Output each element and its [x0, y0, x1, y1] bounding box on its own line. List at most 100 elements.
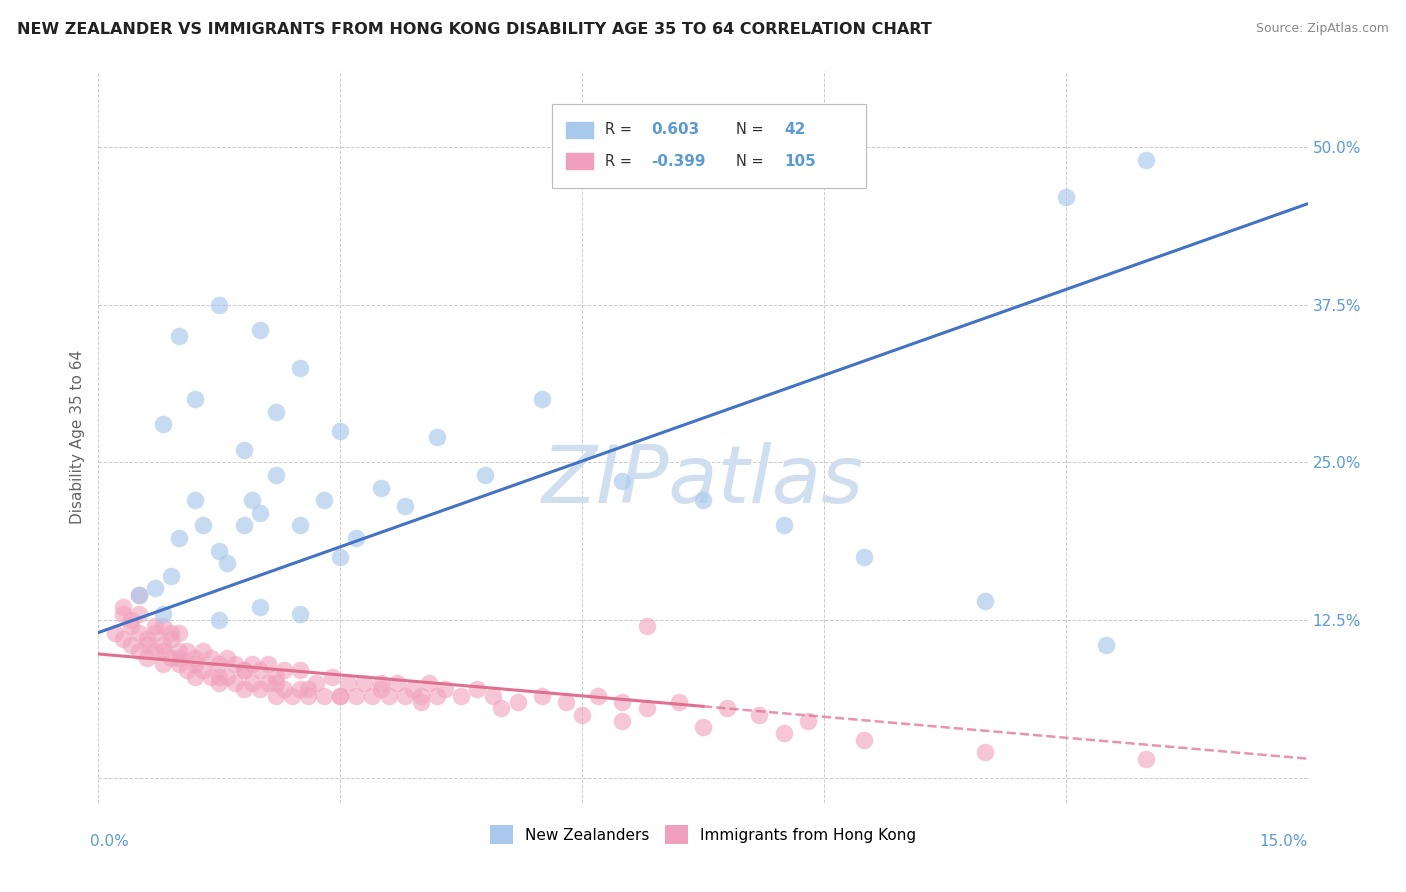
Text: 105: 105 — [785, 153, 815, 169]
FancyBboxPatch shape — [551, 104, 866, 188]
Point — [273, 664, 295, 678]
Point — [1054, 190, 1077, 204]
Point — [297, 689, 319, 703]
Point — [853, 549, 876, 564]
Bar — [567, 122, 593, 138]
Point — [297, 682, 319, 697]
Point — [193, 644, 215, 658]
Point — [184, 670, 207, 684]
Point — [167, 625, 190, 640]
Point — [240, 676, 263, 690]
Point — [377, 689, 399, 703]
Point — [152, 657, 174, 671]
Point — [143, 644, 166, 658]
Point — [217, 650, 239, 665]
Point — [167, 650, 190, 665]
Point — [128, 588, 150, 602]
Point — [612, 474, 634, 488]
Point — [176, 664, 198, 678]
Point — [344, 531, 367, 545]
Text: 0.0%: 0.0% — [90, 834, 129, 849]
Point — [506, 695, 529, 709]
Point — [224, 676, 246, 690]
Point — [434, 682, 457, 697]
Point — [281, 689, 304, 703]
Point — [853, 732, 876, 747]
Point — [256, 657, 278, 671]
Point — [232, 518, 254, 533]
Point — [288, 664, 311, 678]
Point — [232, 664, 254, 678]
Point — [314, 689, 336, 703]
Text: 0.603: 0.603 — [651, 122, 699, 137]
Point — [240, 493, 263, 508]
Point — [1135, 752, 1157, 766]
Point — [329, 549, 352, 564]
Point — [394, 689, 416, 703]
Point — [184, 493, 207, 508]
Point — [152, 638, 174, 652]
Point — [530, 689, 553, 703]
Point — [571, 707, 593, 722]
Point — [797, 714, 820, 728]
Point — [636, 619, 658, 633]
Point — [465, 682, 488, 697]
Point — [160, 650, 183, 665]
Point — [264, 689, 287, 703]
Text: 15.0%: 15.0% — [1260, 834, 1308, 849]
Point — [184, 392, 207, 407]
Point — [692, 720, 714, 734]
Point — [128, 625, 150, 640]
Text: R =: R = — [605, 122, 637, 137]
Point — [160, 569, 183, 583]
Point — [273, 682, 295, 697]
Point — [135, 638, 157, 652]
Text: N =: N = — [735, 153, 768, 169]
Point — [152, 619, 174, 633]
Point — [249, 682, 271, 697]
Point — [128, 644, 150, 658]
Point — [586, 689, 609, 703]
Point — [1095, 638, 1118, 652]
Point — [111, 607, 134, 621]
Point — [152, 644, 174, 658]
Point — [167, 329, 190, 343]
Point — [184, 650, 207, 665]
Point — [974, 594, 997, 608]
Point — [232, 442, 254, 457]
Point — [208, 670, 231, 684]
Point — [217, 556, 239, 570]
Point — [128, 607, 150, 621]
Point — [288, 682, 311, 697]
Point — [288, 607, 311, 621]
Point — [370, 682, 392, 697]
Point — [120, 638, 142, 652]
Legend: New Zealanders, Immigrants from Hong Kong: New Zealanders, Immigrants from Hong Kon… — [484, 819, 922, 850]
Text: ZIPatlas: ZIPatlas — [541, 442, 865, 520]
Point — [402, 682, 425, 697]
Point — [482, 689, 505, 703]
Point — [555, 695, 578, 709]
Point — [256, 676, 278, 690]
Point — [450, 689, 472, 703]
Point — [240, 657, 263, 671]
Point — [370, 676, 392, 690]
Point — [418, 676, 440, 690]
Point — [772, 518, 794, 533]
Point — [135, 650, 157, 665]
Point — [974, 745, 997, 759]
Text: Source: ZipAtlas.com: Source: ZipAtlas.com — [1256, 22, 1389, 36]
Point — [636, 701, 658, 715]
Text: R =: R = — [605, 153, 637, 169]
Point — [385, 676, 408, 690]
Point — [337, 676, 360, 690]
Point — [167, 657, 190, 671]
Point — [249, 506, 271, 520]
Point — [249, 664, 271, 678]
Point — [314, 493, 336, 508]
Point — [692, 493, 714, 508]
Point — [152, 417, 174, 432]
Point — [200, 670, 222, 684]
Point — [321, 670, 343, 684]
Point — [249, 323, 271, 337]
